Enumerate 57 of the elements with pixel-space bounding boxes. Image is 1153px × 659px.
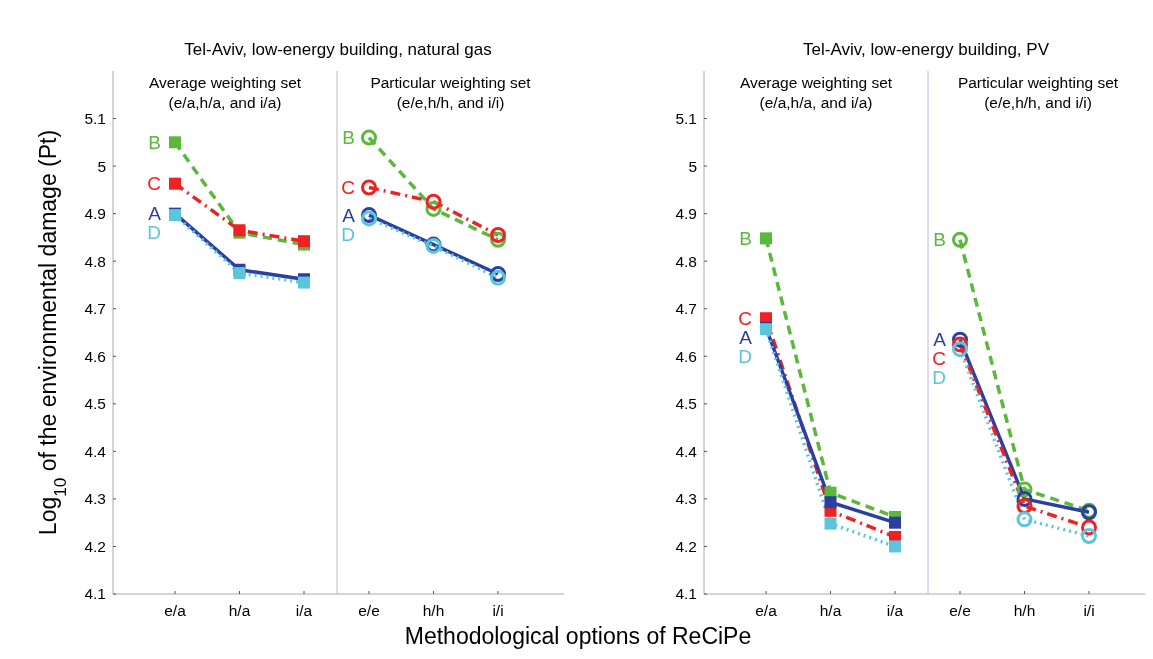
text: Average weighting set (e/a,h/a, and i/a) [739,74,893,111]
y-tick-label: 4.7 [84,300,106,318]
series-label: D [738,345,752,367]
x-tick-label: e/e [949,602,971,619]
x-tick-label: e/a [164,602,187,619]
y-tick-label: 4.6 [84,347,106,365]
y-tick-label: 4.2 [675,537,697,555]
x-tick-label: i/a [295,602,313,619]
y-tick-label: 4.1 [84,585,106,603]
y-tick-label: 4.3 [675,490,697,508]
x-tick-label: i/a [886,602,904,619]
y-tick-label: 4.8 [675,252,697,270]
y-tick-label: 4.1 [675,585,697,603]
x-tick-label: e/e [358,602,380,619]
y-tick-label: 5.1 [675,109,697,127]
text: Particular weighting set (e/e,h/h, and i/i) [957,74,1119,111]
series-label: D [341,223,355,245]
chart-title: Tel-Aviv, low-energy building, PV [803,40,1050,59]
text: Average weighting set (e/a,h/a, and i/a) [148,74,302,111]
y-tick-label: 4.6 [675,347,697,365]
series-label: B [933,229,946,251]
series-label: C [738,307,752,329]
y-tick-label: 4.3 [84,490,106,508]
y-tick-label: 4.8 [84,252,106,270]
y-tick-label: 5.1 [84,109,106,127]
series-label: C [932,348,946,370]
x-tick-label: i/i [492,602,504,619]
series-label: D [932,367,946,389]
x-tick-label: h/h [1013,602,1036,619]
series-label: A [148,203,162,225]
y-tick-label: 4.7 [675,300,697,318]
series-label: B [739,228,752,250]
x-tick-label: h/a [228,602,251,619]
y-tick-label: 4.9 [675,205,697,223]
x-tick-label: i/i [1083,602,1095,619]
chart-title: Tel-Aviv, low-energy building, natural gas [184,40,492,59]
series-label: C [341,177,355,199]
x-tick-label: h/h [422,602,445,619]
y-tick-label: 5 [688,157,697,175]
series-label: D [147,222,161,244]
y-tick-label: 4.4 [675,442,698,460]
y-tick-label: 4.5 [675,395,697,413]
y-tick-label: 4.9 [84,205,106,223]
y-tick-label: 4.4 [84,442,107,460]
series-label: C [147,173,161,195]
series-label: A [342,204,356,226]
x-tick-label: h/a [819,602,842,619]
series-label: B [148,131,161,153]
series-label: B [342,127,355,149]
y-tick-label: 4.5 [84,395,106,413]
y-tick-label: 4.2 [84,537,106,555]
x-tick-label: e/a [755,602,778,619]
series-label: A [933,329,947,351]
text: Particular weighting set (e/e,h/h, and i/i) [370,74,532,111]
x-axis-title: Methodological options of ReCiPe [404,623,752,649]
series-label: A [739,326,753,348]
y-tick-label: 5 [97,157,106,175]
